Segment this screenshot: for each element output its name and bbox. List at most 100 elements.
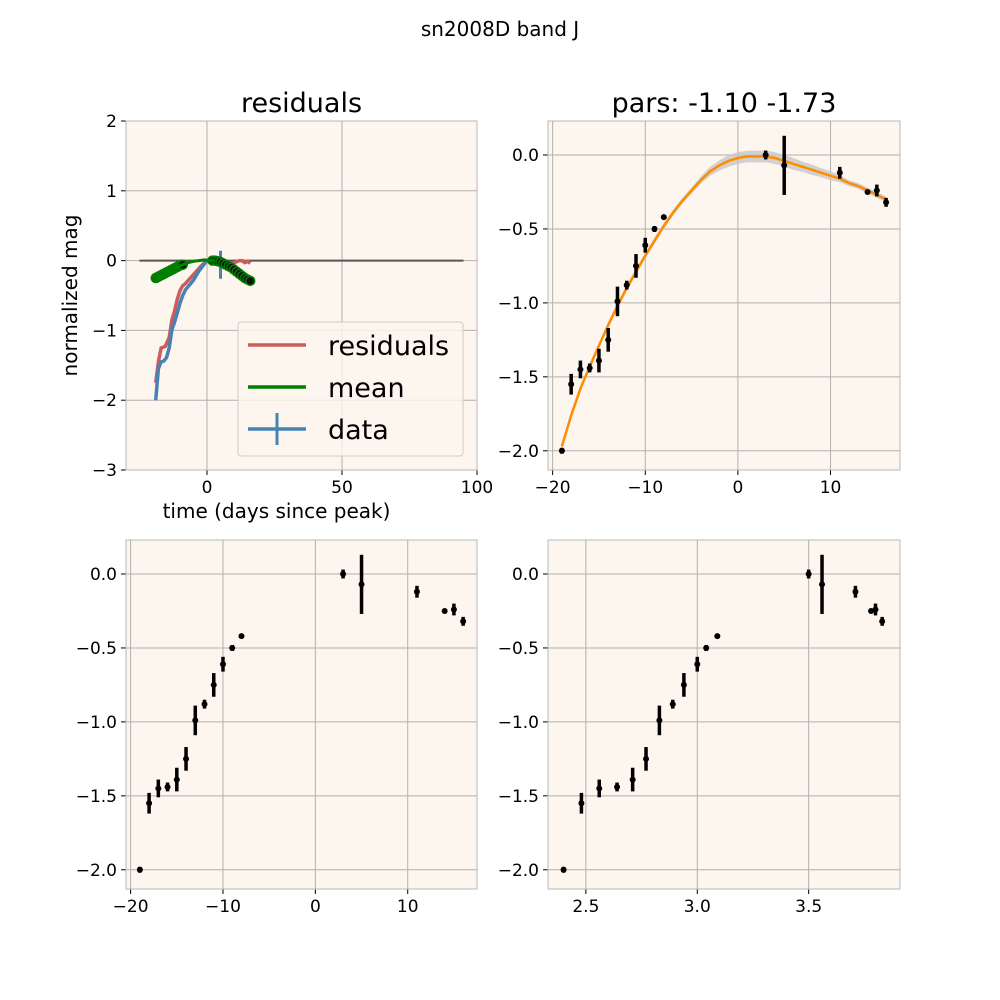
data-point (558, 447, 565, 454)
y-axis-label: normalized mag (58, 215, 82, 377)
legend: residuals mean data (237, 321, 464, 457)
data-point (872, 606, 879, 613)
data-point (568, 381, 575, 388)
data-point (819, 581, 826, 588)
y-tick-label: 0.0 (512, 565, 539, 585)
data-point (669, 701, 676, 708)
x-tick-label: 0 (310, 897, 321, 917)
data-point (413, 588, 420, 595)
data-point (614, 783, 621, 790)
panel-title: residuals (241, 88, 362, 119)
x-tick-label: −10 (627, 478, 663, 498)
data-vs-log-time-panel: 2.5 3.0 3.5 −2.0 −1.5 −1.0 −0.5 0.0 (498, 539, 901, 917)
data-point (596, 785, 603, 792)
data-point (595, 357, 602, 364)
data-point (873, 187, 880, 194)
plot-layer (136, 554, 467, 873)
data-point (623, 282, 630, 289)
legend-label-data: data (328, 415, 389, 446)
data-point (155, 785, 162, 792)
y-tick-label: −2.0 (498, 442, 539, 462)
y-tick-label: 2 (106, 112, 117, 132)
data-point (450, 606, 457, 613)
series-residuals-line (153, 258, 252, 384)
data-point (201, 701, 208, 708)
y-tick-label: −1 (92, 321, 117, 341)
y-tick-label: −1.0 (498, 713, 539, 733)
data-vs-time-panel: −20 −10 0 10 −2.0 −1.5 −1.0 −0.5 0.0 (76, 539, 478, 917)
y-tick-label: −0.5 (498, 639, 539, 659)
y-tick-label: −3 (92, 461, 117, 481)
x-tick-label: 50 (331, 478, 353, 498)
plot-layer (139, 250, 464, 401)
y-tick-label: −2 (92, 391, 117, 411)
data-point (680, 681, 687, 688)
x-tick-label: 3.0 (684, 897, 711, 917)
data-point (714, 633, 721, 640)
x-tick-label: 0 (202, 478, 213, 498)
x-tick-label: 2.5 (572, 897, 599, 917)
y-tick-label: −1.5 (498, 787, 539, 807)
data-point (614, 298, 621, 305)
data-point (560, 866, 567, 873)
y-tick-label: 1 (106, 182, 117, 202)
data-point (643, 755, 650, 762)
legend-label-mean: mean (328, 373, 405, 404)
data-point (605, 336, 612, 343)
plot-area (548, 540, 900, 889)
y-tick-label: −0.5 (498, 220, 539, 240)
fit-panel: −20 −10 0 10 −2.0 −1.5 −1.0 −0.5 0.0 pars: -1.10 … (498, 88, 901, 498)
data-point (210, 681, 217, 688)
x-tick-label: −20 (113, 897, 149, 917)
data-point (883, 199, 890, 206)
y-tick-label: −1.0 (498, 294, 539, 314)
x-axis-label: time (days since peak) (163, 499, 391, 523)
data-point (805, 571, 812, 578)
y-tick-label: 0 (106, 252, 117, 272)
legend-label-residuals: residuals (328, 331, 449, 362)
axes-frame (547, 120, 901, 471)
y-tick-label: −1.5 (76, 787, 117, 807)
x-tick-label: 10 (397, 897, 419, 917)
figure-title: sn2008D band J (421, 17, 579, 41)
panel-title: pars: -1.10 -1.73 (612, 88, 837, 119)
y-tick-label: −2.0 (498, 861, 539, 881)
data-point (852, 588, 859, 595)
x-tick-label: 0 (732, 478, 743, 498)
data-point (642, 242, 649, 249)
x-tick-label: 100 (461, 478, 493, 498)
axes-frame (125, 539, 478, 890)
axes-frame (125, 120, 478, 471)
data-point (762, 152, 769, 159)
data-point (578, 800, 585, 807)
y-tick-label: −0.5 (76, 639, 117, 659)
data-point (577, 366, 584, 373)
data-point (460, 618, 467, 625)
data-point (651, 225, 658, 232)
plot-layer (558, 135, 890, 454)
axes-frame (547, 539, 901, 890)
data-point (836, 169, 843, 176)
residuals-panel: 0 50 100−3−2−1012residualsmeandataresidual… (58, 88, 493, 523)
data-marker (244, 275, 256, 287)
data-point (633, 262, 639, 269)
plot-area (548, 121, 900, 470)
data-point (864, 188, 871, 195)
legend-frame (237, 321, 464, 457)
plot-area (126, 540, 477, 889)
data-point (629, 776, 636, 783)
data-point (192, 717, 199, 724)
data-point (229, 644, 236, 651)
data-point (586, 364, 593, 371)
y-tick-label: −1.0 (76, 713, 117, 733)
data-point (238, 633, 245, 640)
data-point (879, 618, 886, 625)
data-point (358, 581, 365, 588)
x-tick-label: −20 (535, 478, 571, 498)
data-point (694, 661, 701, 668)
data-point (136, 866, 143, 873)
data-point (183, 755, 190, 762)
data-point (781, 162, 788, 169)
x-tick-label: −10 (205, 897, 241, 917)
